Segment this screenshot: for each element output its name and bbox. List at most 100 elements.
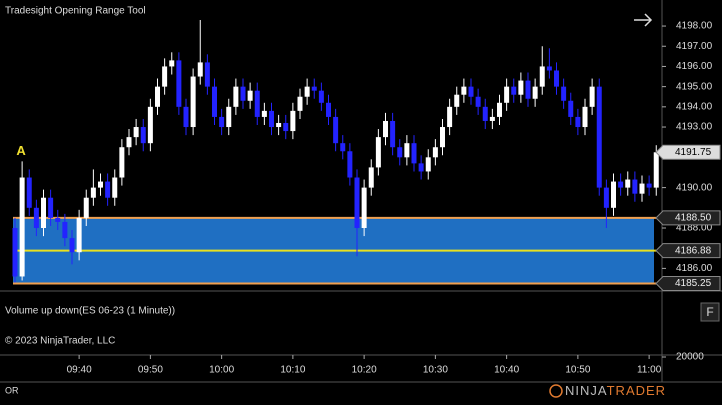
candle-body bbox=[425, 157, 431, 172]
candle-body bbox=[283, 122, 289, 132]
price-marker bbox=[655, 210, 721, 226]
price-marker-label: 4188.50 bbox=[675, 213, 712, 224]
candle-body bbox=[404, 143, 410, 158]
annotation: A bbox=[16, 143, 26, 158]
candle-body bbox=[596, 86, 602, 188]
price-marker-label: 4191.75 bbox=[675, 147, 712, 158]
x-tick-label: 10:00 bbox=[209, 365, 234, 376]
candle-body bbox=[41, 197, 46, 229]
x-tick-label: 09:40 bbox=[67, 365, 92, 376]
candle-body bbox=[639, 183, 645, 194]
price-marker bbox=[655, 243, 721, 259]
logo: NINJATRADER bbox=[565, 383, 666, 398]
candle-body bbox=[340, 143, 346, 152]
candle-body bbox=[482, 106, 488, 121]
candle-body bbox=[155, 86, 160, 107]
price-marker-label: 4185.25 bbox=[675, 278, 712, 289]
candle-body bbox=[646, 183, 652, 188]
candle-body bbox=[204, 62, 210, 87]
y-tick-label: 4193.00 bbox=[676, 122, 713, 133]
candle-body bbox=[140, 127, 146, 144]
x-tick-label: 11:00 bbox=[637, 365, 662, 376]
candle-body bbox=[440, 127, 445, 148]
candle-body bbox=[19, 177, 25, 277]
candle-body bbox=[98, 181, 103, 188]
candle-body bbox=[397, 147, 403, 158]
candle-body bbox=[254, 90, 260, 117]
candle-body bbox=[546, 66, 552, 71]
price-marker-label: 4186.88 bbox=[675, 245, 712, 256]
candle-body bbox=[33, 207, 39, 229]
chart-title: Tradesight Opening Range Tool bbox=[5, 6, 146, 17]
y-tick-label: 20000 bbox=[676, 352, 704, 363]
candle-body bbox=[582, 106, 588, 128]
candle-body bbox=[26, 177, 32, 208]
logo-part: NINJA bbox=[565, 383, 607, 398]
candle-body bbox=[318, 90, 324, 103]
x-tick-label: 10:10 bbox=[280, 365, 305, 376]
candle-body bbox=[90, 187, 96, 198]
candle-body bbox=[12, 228, 18, 277]
candle-body bbox=[83, 197, 89, 218]
candle-body bbox=[212, 86, 217, 117]
candle-body bbox=[525, 80, 531, 99]
candle-body bbox=[653, 152, 659, 188]
candle-body bbox=[447, 106, 453, 128]
candle-body bbox=[261, 110, 267, 117]
candle-body bbox=[133, 127, 139, 138]
y-tick-label: 4190.00 bbox=[676, 182, 713, 193]
candle-body bbox=[119, 147, 125, 178]
x-tick-label: 10:50 bbox=[565, 365, 590, 376]
candle-body bbox=[432, 147, 438, 158]
candle-body bbox=[354, 177, 360, 229]
candle-body bbox=[489, 116, 495, 121]
candle-body bbox=[276, 122, 282, 128]
candle-body bbox=[247, 90, 253, 101]
panel-button[interactable] bbox=[700, 302, 720, 322]
candle-body bbox=[311, 86, 317, 91]
candle-body bbox=[383, 120, 388, 138]
candle-body bbox=[112, 177, 118, 198]
nav-arrow[interactable] bbox=[634, 13, 653, 27]
candle-body bbox=[326, 102, 331, 117]
candle-body bbox=[411, 143, 417, 164]
candle-body bbox=[69, 238, 75, 253]
panel-label: Volume up down(ES 06-23 (1 Minute)) bbox=[5, 306, 175, 317]
candle-body bbox=[632, 179, 638, 194]
candle-body bbox=[190, 76, 196, 128]
copyright: © 2023 NinjaTrader, LLC bbox=[5, 336, 115, 347]
logo-icon bbox=[549, 384, 563, 398]
price-marker bbox=[655, 144, 721, 160]
candle-body bbox=[497, 102, 502, 117]
y-tick-label: 4197.00 bbox=[676, 41, 713, 52]
footer-label: OR bbox=[5, 385, 19, 395]
candle-body bbox=[504, 86, 510, 103]
y-tick-label: 4195.00 bbox=[676, 81, 713, 92]
candle-body bbox=[603, 187, 609, 208]
candle-body bbox=[568, 100, 574, 117]
candle-body bbox=[333, 116, 339, 144]
candle-body bbox=[169, 60, 175, 67]
candle-body bbox=[390, 120, 396, 148]
price-marker bbox=[655, 276, 721, 292]
candle-body bbox=[539, 66, 545, 87]
candle-body bbox=[625, 179, 631, 188]
y-tick-label: 4198.00 bbox=[676, 21, 713, 32]
candle-body bbox=[361, 187, 367, 229]
x-tick-label: 10:40 bbox=[494, 365, 519, 376]
y-tick-label: 4186.00 bbox=[676, 263, 713, 274]
candle-body bbox=[176, 60, 182, 107]
x-tick-label: 09:50 bbox=[138, 365, 163, 376]
y-tick-label: 4194.00 bbox=[676, 101, 713, 112]
candle-body bbox=[62, 221, 68, 239]
candle-body bbox=[368, 167, 374, 188]
candle-body bbox=[304, 86, 310, 97]
candle-body bbox=[48, 197, 54, 218]
panel-button-label: F bbox=[706, 305, 713, 319]
candle-body bbox=[297, 96, 303, 111]
candle-body bbox=[76, 217, 82, 253]
candle-body bbox=[554, 70, 559, 87]
candle-body bbox=[561, 86, 567, 101]
